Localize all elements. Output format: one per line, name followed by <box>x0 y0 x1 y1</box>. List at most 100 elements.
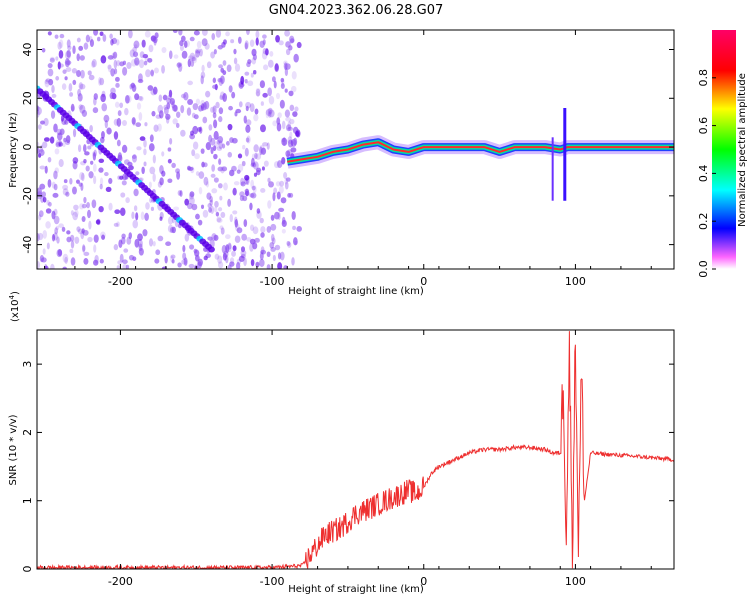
noise-speckle <box>266 142 270 150</box>
noise-speckle <box>67 45 72 51</box>
noise-speckle <box>270 233 275 242</box>
noise-speckle <box>106 127 112 135</box>
noise-speckle <box>56 236 60 244</box>
noise-speckle <box>82 245 86 252</box>
noise-speckle <box>219 95 223 100</box>
noise-speckle <box>232 245 237 252</box>
noise-speckle <box>119 253 124 263</box>
noise-speckle <box>87 236 93 243</box>
spectrogram-ylabel: Frequency (Hz) <box>8 112 19 188</box>
noise-speckle <box>144 30 151 38</box>
noise-speckle <box>253 172 258 177</box>
noise-speckle <box>183 92 189 101</box>
noise-speckle <box>217 136 224 144</box>
noise-speckle <box>188 193 195 200</box>
noise-speckle <box>48 78 54 86</box>
noise-speckle <box>291 70 297 80</box>
noise-speckle <box>40 120 45 125</box>
noise-speckle <box>135 212 139 221</box>
noise-speckle <box>212 105 217 114</box>
noise-speckle <box>87 145 92 150</box>
noise-speckle <box>212 84 218 90</box>
noise-speckle <box>148 238 154 247</box>
noise-speckle <box>105 186 112 193</box>
noise-speckle <box>100 57 106 64</box>
noise-speckle <box>173 54 179 59</box>
noise-speckle <box>272 120 278 127</box>
noise-speckle <box>266 264 271 269</box>
noise-speckle <box>62 141 66 148</box>
noise-speckle <box>126 62 132 70</box>
noise-speckle <box>121 233 126 239</box>
noise-speckle <box>284 109 291 118</box>
noise-speckle <box>91 60 96 68</box>
noise-speckle <box>192 141 199 150</box>
noise-speckle <box>143 139 147 148</box>
noise-speckle <box>84 151 90 156</box>
y-tick-label: 2 <box>21 429 34 436</box>
noise-speckle <box>255 153 262 160</box>
noise-speckle <box>165 116 170 124</box>
noise-speckle <box>260 101 264 106</box>
noise-speckle <box>260 124 266 133</box>
noise-speckle <box>201 161 205 168</box>
noise-speckle <box>152 173 156 182</box>
noise-speckle <box>212 145 217 152</box>
noise-speckle <box>107 64 112 70</box>
noise-speckle <box>263 64 269 71</box>
colorbar-tick-label: 0.6 <box>697 117 710 135</box>
noise-speckle <box>149 134 154 143</box>
noise-speckle <box>57 41 62 50</box>
noise-speckle <box>116 60 121 67</box>
noise-speckle <box>265 48 269 56</box>
noise-speckle <box>289 131 293 139</box>
noise-speckle <box>239 195 244 202</box>
noise-speckle <box>213 177 219 183</box>
noise-speckle <box>66 236 72 243</box>
noise-speckle <box>180 93 187 99</box>
noise-speckle <box>107 55 114 60</box>
noise-speckle <box>61 226 66 232</box>
noise-speckle <box>202 209 209 218</box>
noise-speckle <box>169 137 173 145</box>
noise-speckle <box>42 248 46 255</box>
noise-speckle <box>236 169 241 174</box>
noise-speckle <box>282 216 286 225</box>
noise-speckle <box>142 229 148 237</box>
noise-speckle <box>253 144 259 153</box>
noise-speckle <box>76 37 81 43</box>
noise-speckle <box>47 31 52 36</box>
noise-speckle <box>229 169 235 177</box>
noise-speckle <box>72 211 78 221</box>
noise-speckle <box>192 103 199 111</box>
noise-speckle <box>293 137 298 146</box>
noise-speckle <box>279 180 285 187</box>
noise-speckle <box>221 244 227 254</box>
noise-speckle <box>47 68 54 77</box>
noise-speckle <box>81 172 85 182</box>
noise-speckle <box>201 64 205 73</box>
noise-speckle <box>79 171 85 181</box>
noise-speckle <box>246 30 250 36</box>
noise-speckle <box>249 243 254 252</box>
noise-speckle <box>189 244 195 250</box>
noise-speckle <box>70 106 75 112</box>
noise-speckle <box>217 261 224 269</box>
noise-speckle <box>113 222 119 227</box>
noise-speckle <box>211 33 216 41</box>
noise-speckle <box>255 261 260 268</box>
noise-speckle <box>136 146 142 151</box>
noise-speckle <box>47 179 52 188</box>
noise-speckle <box>233 181 240 186</box>
snr-line <box>37 331 674 569</box>
noise-speckle <box>245 105 249 112</box>
noise-speckle <box>138 59 145 69</box>
noise-speckle <box>70 240 75 249</box>
noise-speckle <box>153 67 159 74</box>
noise-speckle <box>122 259 128 265</box>
noise-speckle <box>83 158 87 164</box>
noise-speckle <box>227 264 232 269</box>
x-tick-label: 100 <box>565 575 586 588</box>
noise-speckle <box>180 104 185 114</box>
noise-speckle <box>158 94 163 102</box>
